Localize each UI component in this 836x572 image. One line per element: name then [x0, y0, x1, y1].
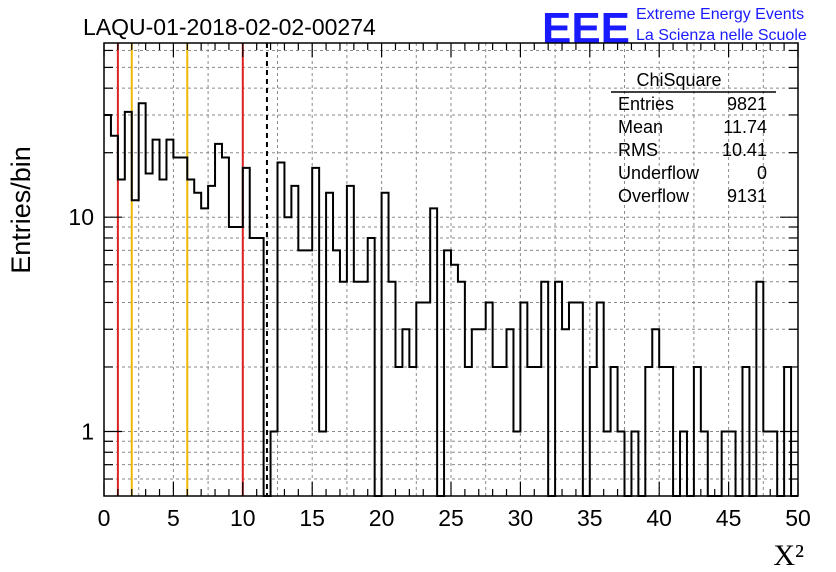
marker-lines: [116, 43, 268, 496]
x-tick-label: 40: [646, 505, 672, 531]
y-tick-label: 1: [81, 418, 94, 444]
x-tick-label: 5: [167, 505, 180, 531]
logo-line2: La Scienza nelle Scuole: [636, 27, 807, 44]
histogram-series: [104, 102, 798, 497]
logo-line1: Extreme Energy Events: [636, 6, 804, 23]
stats-value-rms: 10.41: [722, 140, 767, 160]
x-axis-title: X²: [773, 539, 804, 572]
stats-label-mean: Mean: [618, 117, 663, 137]
axis-ticks: [103, 43, 799, 496]
x-tick-label: 10: [230, 505, 256, 531]
x-tick-label: 30: [508, 505, 534, 531]
y-tick-label: 10: [68, 204, 94, 230]
y-axis-title: Entries/bin: [6, 146, 36, 274]
stats-value-entries: 9821: [727, 94, 767, 114]
x-tick-label: 20: [369, 505, 395, 531]
stats-label-rms: RMS: [618, 140, 658, 160]
stats-label-entries: Entries: [618, 94, 674, 114]
stats-value-underflow: 0: [757, 163, 767, 183]
stats-label-underflow: Underflow: [618, 163, 700, 183]
grid-lines: [104, 43, 798, 496]
eee-logo: EEE Extreme Energy Events La Scienza nel…: [542, 4, 807, 53]
x-tick-label: 25: [438, 505, 464, 531]
chart-title: LAQU-01-2018-02-02-00274: [83, 14, 376, 40]
logo-mark: EEE: [542, 4, 630, 53]
x-tick-label: 45: [716, 505, 742, 531]
x-tick-label: 35: [577, 505, 603, 531]
stats-box: ChiSquare Entries 9821 Mean 11.74 RMS 10…: [611, 70, 776, 206]
stats-value-mean: 11.74: [723, 117, 767, 137]
stats-title: ChiSquare: [636, 70, 721, 90]
tick-labels: 0 5 10 15 20 25 30 35 40 45 50 1 10: [68, 204, 810, 531]
x-tick-label: 0: [98, 505, 111, 531]
stats-value-overflow: 9131: [727, 186, 767, 206]
stats-label-overflow: Overflow: [618, 186, 690, 206]
x-tick-label: 50: [785, 505, 811, 531]
x-tick-label: 15: [299, 505, 325, 531]
